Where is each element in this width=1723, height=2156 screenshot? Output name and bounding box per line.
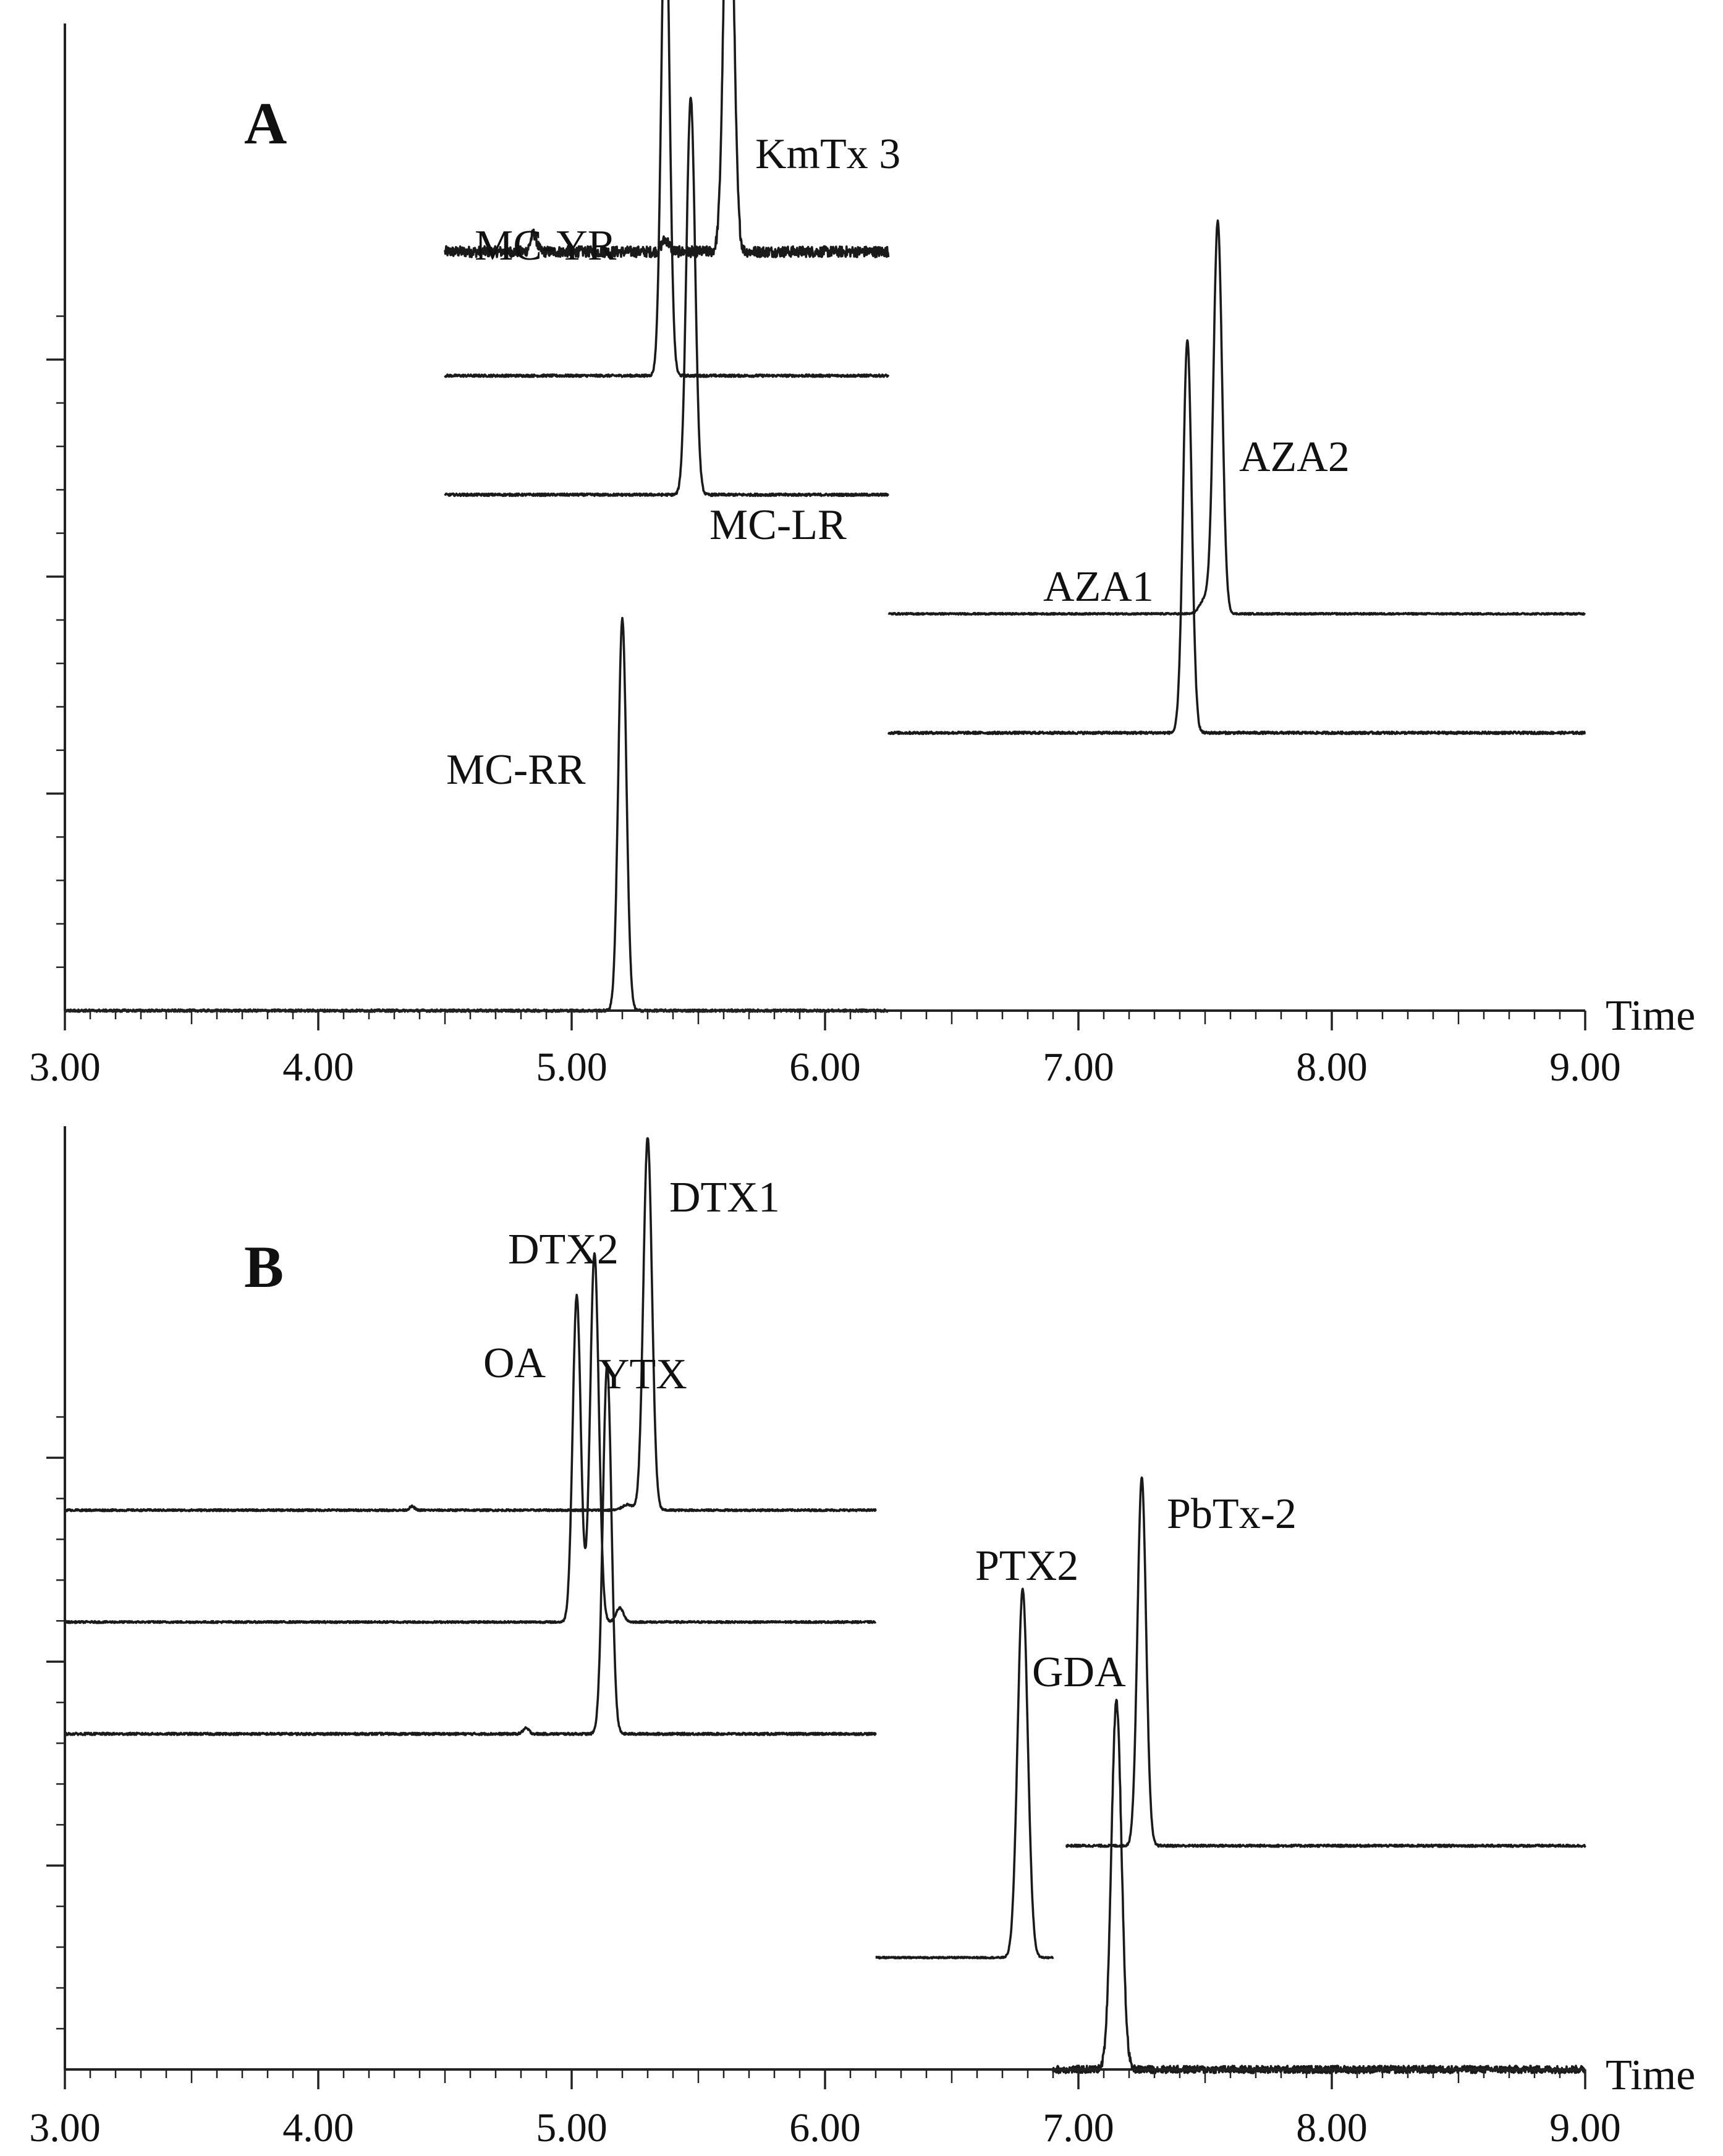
trace-mc-lr bbox=[444, 96, 890, 498]
peak-label-mc-yr: MC-YR bbox=[475, 222, 617, 270]
trace-mc-yr bbox=[444, 0, 890, 378]
panel-b-traces bbox=[64, 1137, 1586, 2074]
peak-label-aza1: AZA1 bbox=[1043, 563, 1154, 611]
peak-label-mc-lr: MC-LR bbox=[709, 501, 847, 549]
trace-pbtx-2 bbox=[1065, 1476, 1586, 1848]
peak-label-ptx2: PTX2 bbox=[975, 1542, 1078, 1590]
panel-a-x-tick-label: 4.00 bbox=[282, 1045, 354, 1090]
panel-b-x-tick-label: 8.00 bbox=[1296, 2105, 1368, 2150]
trace-ytx bbox=[64, 1365, 877, 1736]
panel-b-chart: B OA DTX2 DTX1 YTX PbTx-2 PTX2 GDA Time … bbox=[29, 1126, 1695, 2150]
peak-label-dtx2: DTX2 bbox=[508, 1226, 619, 1273]
peak-label-mc-rr: MC-RR bbox=[446, 746, 586, 794]
trace-aza1 bbox=[887, 339, 1586, 736]
trace-gda bbox=[1052, 1699, 1586, 2074]
trace-aza2 bbox=[887, 219, 1586, 616]
peak-label-oa: OA bbox=[483, 1339, 546, 1387]
peak-label-aza2: AZA2 bbox=[1239, 433, 1350, 481]
trace-kmtx-3 bbox=[444, 0, 890, 258]
trace-mc-rr bbox=[64, 617, 889, 1013]
trace-dtx2 bbox=[64, 1252, 877, 1624]
peak-label-kmtx3: KmTx 3 bbox=[755, 130, 900, 178]
panel-a-x-tick-label: 9.00 bbox=[1549, 1045, 1621, 1090]
panel-a-chart: A KmTx 3 MC-YR MC-LR MC-RR AZA2 AZA1 Tim… bbox=[29, 0, 1695, 1090]
trace-ptx2 bbox=[874, 1587, 1054, 1959]
panel-b-x-tick-label: 5.00 bbox=[536, 2105, 607, 2150]
panel-b-x-tick-label: 9.00 bbox=[1549, 2105, 1621, 2150]
panel-a-x-tick-label: 5.00 bbox=[536, 1045, 607, 1090]
panel-b-axes bbox=[46, 1126, 1586, 2089]
panel-b-x-axis-title: Time bbox=[1606, 2052, 1695, 2099]
peak-label-dtx1: DTX1 bbox=[669, 1174, 780, 1221]
peak-label-pbtx2: PbTx-2 bbox=[1167, 1490, 1297, 1538]
peak-label-ytx: YTX bbox=[598, 1351, 687, 1398]
panel-a-x-tick-label: 7.00 bbox=[1043, 1045, 1114, 1090]
panel-b-label: B bbox=[244, 1234, 284, 1300]
panel-a-x-tick-label: 6.00 bbox=[789, 1045, 861, 1090]
panel-b-x-tick-label: 6.00 bbox=[789, 2105, 861, 2150]
panel-b-x-tick-label: 7.00 bbox=[1043, 2105, 1114, 2150]
panel-a-x-axis-title: Time bbox=[1606, 992, 1695, 1040]
panel-b-x-tick-label: 3.00 bbox=[29, 2105, 101, 2150]
panel-b-x-tick-label: 4.00 bbox=[282, 2105, 354, 2150]
panel-a-label: A bbox=[244, 90, 287, 156]
peak-label-gda: GDA bbox=[1032, 1649, 1126, 1696]
panel-a-x-tick-label: 3.00 bbox=[29, 1045, 101, 1090]
panel-a-axes bbox=[46, 23, 1586, 1030]
trace-dtx1 bbox=[64, 1137, 877, 1513]
panel-a-x-tick-label: 8.00 bbox=[1296, 1045, 1368, 1090]
